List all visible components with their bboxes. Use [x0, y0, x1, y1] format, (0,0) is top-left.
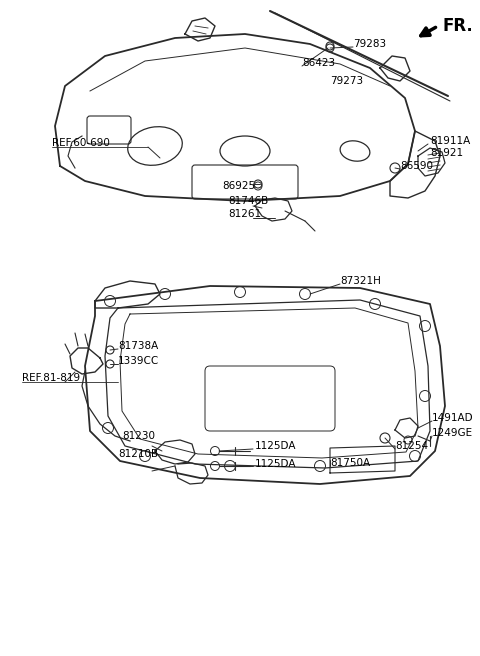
Text: 1339CC: 1339CC — [118, 356, 159, 366]
Text: 1491AD: 1491AD — [432, 413, 474, 423]
Text: 81746B: 81746B — [228, 196, 268, 206]
Text: 81911A: 81911A — [430, 136, 470, 146]
Text: 1249GE: 1249GE — [432, 428, 473, 438]
Text: 81750A: 81750A — [330, 458, 370, 468]
Text: 81921: 81921 — [430, 148, 463, 158]
Text: REF.60-690: REF.60-690 — [52, 138, 110, 148]
Text: 86925: 86925 — [222, 181, 255, 191]
Text: 79273: 79273 — [330, 76, 363, 86]
Text: 79283: 79283 — [353, 39, 386, 49]
Text: 81254: 81254 — [395, 441, 428, 451]
Text: 1125DA: 1125DA — [255, 441, 297, 451]
Text: 81261: 81261 — [228, 209, 261, 219]
Text: 81738A: 81738A — [118, 341, 158, 351]
Text: 81230: 81230 — [122, 431, 155, 441]
Text: 86590: 86590 — [400, 161, 433, 171]
Text: FR.: FR. — [442, 17, 473, 35]
Text: 87321H: 87321H — [340, 276, 381, 286]
Text: 1125DA: 1125DA — [255, 459, 297, 469]
Text: 81210B: 81210B — [118, 449, 158, 459]
Text: REF.81-819: REF.81-819 — [22, 373, 80, 383]
Text: 86423: 86423 — [302, 58, 335, 68]
